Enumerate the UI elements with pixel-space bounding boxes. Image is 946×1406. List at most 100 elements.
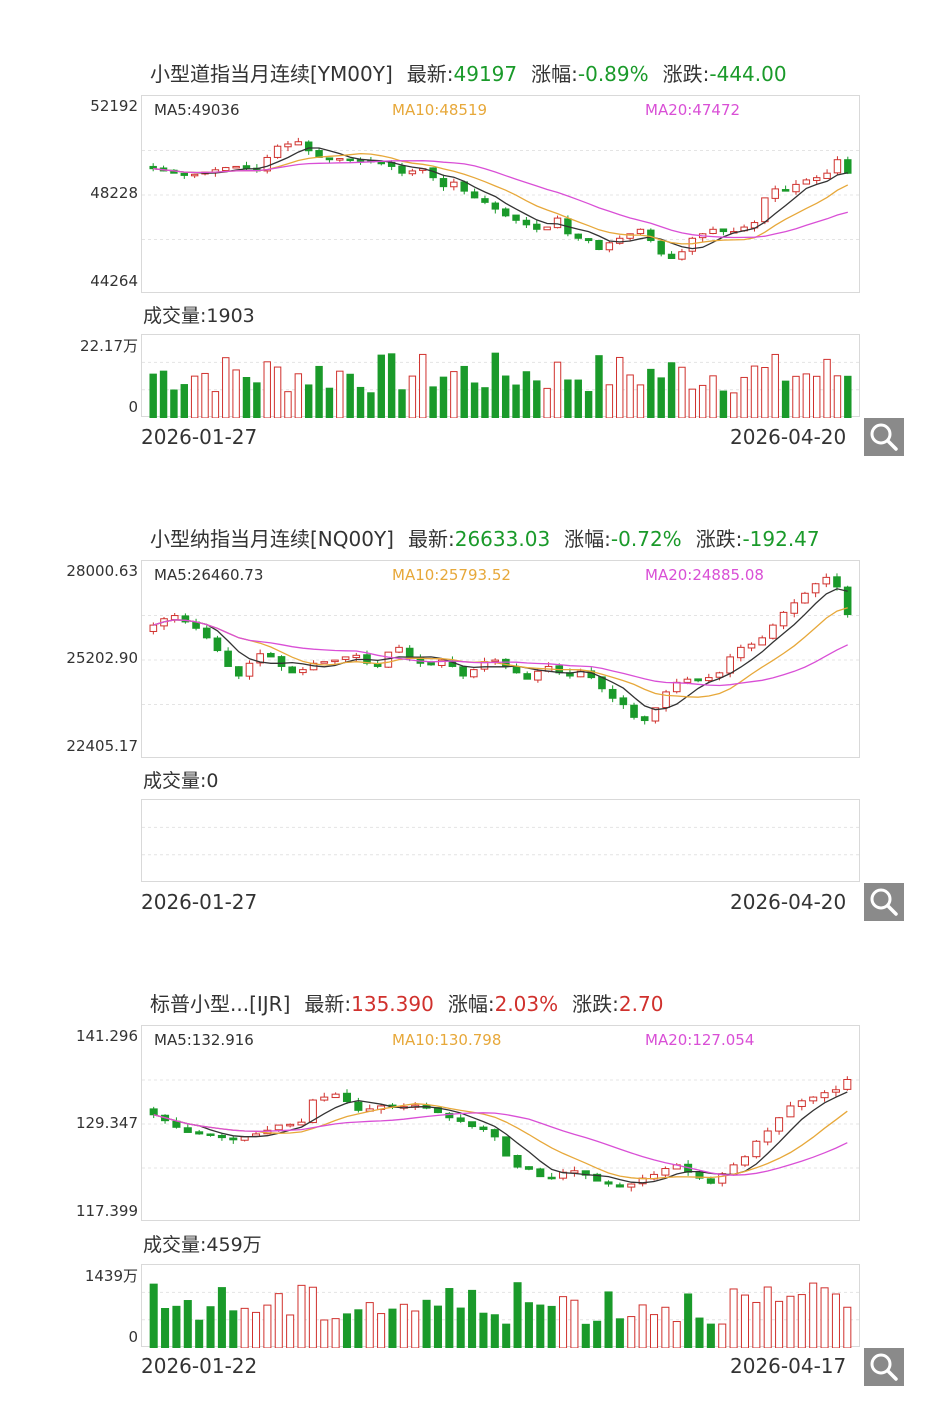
volume-bar [217, 1287, 226, 1348]
date-start: 2026-01-27 [141, 890, 258, 914]
volume-bar [411, 1310, 420, 1348]
volume-bar [812, 375, 821, 418]
candle-body [331, 659, 339, 663]
candle-body [445, 1112, 454, 1119]
candle-body [273, 145, 282, 158]
date-end: 2026-04-20 [730, 425, 847, 449]
magnifier-glyph [870, 1353, 898, 1381]
volume-bar [820, 1287, 829, 1348]
volume-bar [263, 1304, 272, 1348]
volume-plot[interactable] [141, 334, 861, 418]
candle-body [398, 165, 406, 174]
candlestick-plot[interactable] [141, 95, 861, 293]
volume-svg [142, 352, 861, 418]
volume-bar [240, 1307, 249, 1348]
volume-bar [719, 390, 728, 418]
candle-body [202, 627, 211, 639]
candle-body [833, 576, 841, 588]
latest-value: 135.390 [351, 992, 434, 1016]
candle-body [651, 707, 660, 722]
volume-bar [667, 362, 676, 418]
candle-body [224, 650, 232, 667]
candle-body [769, 624, 777, 639]
candle-body [636, 228, 645, 235]
date-end: 2026-04-17 [730, 1354, 847, 1378]
candle-body [183, 1127, 192, 1133]
volume-bar [564, 379, 572, 418]
volume-bar [468, 1289, 477, 1348]
volume-bar [684, 1293, 693, 1348]
volume-plot[interactable] [141, 799, 861, 882]
candle-body [267, 652, 275, 658]
volume-label: 成交量:0 [143, 770, 219, 792]
candle-body [833, 159, 842, 174]
candle-body [245, 662, 254, 677]
volume-bar [502, 1323, 511, 1348]
volume-bar [491, 352, 500, 418]
candle-body [181, 615, 190, 623]
volume-bar [831, 1293, 840, 1348]
volume-bar [771, 353, 779, 418]
volume-bar [649, 1314, 659, 1348]
volume-bar [367, 392, 375, 418]
volume-bar [398, 389, 406, 418]
candle-body [758, 637, 767, 646]
candle-body [256, 653, 264, 664]
volume-bar [377, 354, 385, 418]
candle-body [812, 177, 821, 181]
volume-bar [559, 1296, 568, 1348]
volume-plot[interactable] [141, 1264, 861, 1348]
candlestick-plot[interactable] [141, 1025, 861, 1221]
candle-body [823, 172, 831, 179]
candle-body [377, 161, 385, 165]
volume-bar [533, 380, 541, 418]
volume-bar [253, 382, 261, 418]
volume-tick-label: 0 [128, 1328, 138, 1346]
candle-body [843, 1078, 852, 1090]
magnifier-icon[interactable] [864, 1348, 904, 1386]
candle-body [331, 1093, 340, 1099]
volume-bar [750, 365, 759, 418]
candle-body [437, 659, 446, 666]
candle-body [222, 167, 230, 172]
candle-body [747, 643, 756, 649]
volume-bar [844, 375, 852, 418]
y-tick-label: 52192 [90, 97, 138, 115]
volume-bar [161, 1308, 170, 1348]
volume-bar [479, 1312, 488, 1348]
instrument-name: 小型道指当月连续[YM00Y] [150, 62, 393, 86]
ma5-label: MA5:132.916 [154, 1031, 254, 1049]
y-tick-label: 48228 [90, 184, 138, 202]
candle-body [533, 223, 541, 230]
candle-body [352, 654, 361, 659]
date-end: 2026-04-20 [730, 890, 847, 914]
candle-body [523, 673, 532, 680]
volume-bar [251, 1311, 261, 1348]
candle-body [180, 172, 189, 176]
volume-bar [522, 371, 531, 418]
candle-body [284, 143, 292, 148]
candle-body [456, 1117, 465, 1122]
volume-bar [524, 1302, 533, 1348]
candlestick-plot[interactable] [141, 560, 861, 758]
latest-label: 最新: [406, 62, 454, 86]
volume-bar [604, 1291, 613, 1348]
volume-bar [513, 1282, 522, 1348]
candlestick-svg [142, 137, 861, 261]
volume-bar [229, 1310, 238, 1348]
candle-body [491, 202, 500, 210]
magnifier-icon[interactable] [864, 418, 904, 456]
candle-body [704, 677, 713, 682]
candle-body [468, 1121, 477, 1128]
candle-body [574, 233, 582, 239]
ma20-label: MA20:127.054 [645, 1031, 755, 1049]
volume-bar [802, 373, 811, 418]
candle-body [615, 1184, 624, 1188]
candle-body [709, 228, 717, 234]
volume-bar [274, 1293, 283, 1348]
volume-bar [501, 375, 510, 418]
volume-bar [273, 366, 282, 418]
volume-tick-label: 0 [128, 398, 138, 416]
magnifier-icon[interactable] [864, 883, 904, 921]
volume-bar [740, 1294, 750, 1348]
